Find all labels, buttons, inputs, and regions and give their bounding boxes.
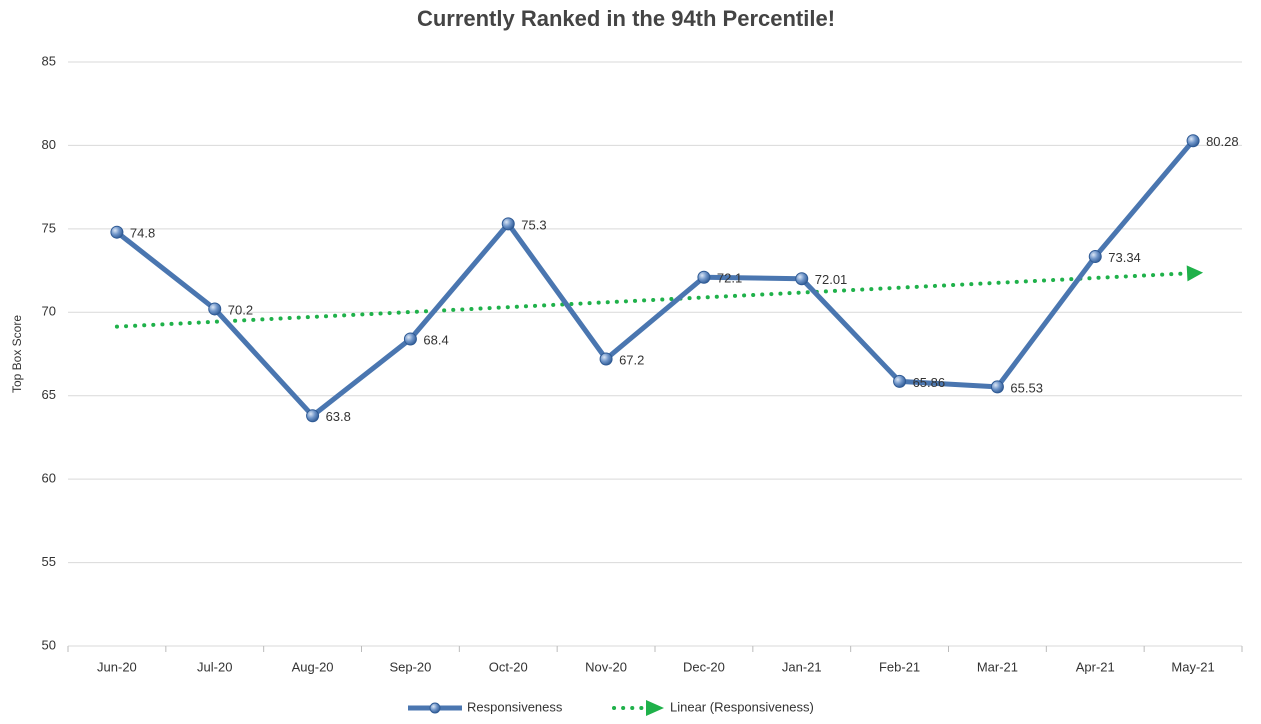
x-tick-label: Oct-20	[489, 659, 528, 674]
point	[893, 374, 907, 388]
y-tick-label: 70	[42, 304, 56, 319]
x-tick-label: Apr-21	[1076, 659, 1115, 674]
y-axis-label: Top Box Score	[10, 315, 24, 393]
point	[208, 302, 222, 316]
point	[1186, 134, 1200, 148]
point	[110, 225, 124, 239]
y-tick-label: 80	[42, 137, 56, 152]
x-tick-label: Mar-21	[977, 659, 1018, 674]
legend-label: Linear (Responsiveness)	[670, 699, 814, 714]
point	[306, 409, 320, 423]
point	[795, 272, 809, 286]
point	[501, 217, 515, 231]
point	[403, 332, 417, 346]
y-tick-label: 65	[42, 387, 56, 402]
data-label: 65.86	[913, 375, 946, 390]
data-label: 70.2	[228, 302, 253, 317]
point	[1088, 250, 1102, 264]
chart-title: Currently Ranked in the 94th Percentile!	[417, 6, 835, 31]
x-tick-label: Nov-20	[585, 659, 627, 674]
legend-marker	[429, 702, 441, 714]
data-label: 74.8	[130, 226, 155, 241]
point	[697, 270, 711, 284]
trend-arrow	[1186, 265, 1204, 282]
y-tick-label: 55	[42, 554, 56, 569]
y-tick-label: 60	[42, 471, 56, 486]
data-label: 65.53	[1010, 380, 1043, 395]
legend-label: Responsiveness	[467, 699, 563, 714]
x-tick-label: May-21	[1171, 659, 1214, 674]
x-tick-label: Feb-21	[879, 659, 920, 674]
x-tick-label: Jun-20	[97, 659, 137, 674]
x-tick-label: Sep-20	[389, 659, 431, 674]
series-line	[115, 139, 1195, 419]
data-label: 67.2	[619, 352, 644, 367]
data-label: 68.4	[423, 332, 448, 347]
data-label: 72.1	[717, 271, 742, 286]
x-tick-label: Dec-20	[683, 659, 725, 674]
point	[599, 352, 613, 366]
y-tick-label: 85	[42, 53, 56, 68]
data-label: 73.34	[1108, 250, 1141, 265]
data-label: 72.01	[815, 272, 848, 287]
x-tick-label: Jul-20	[197, 659, 232, 674]
data-label: 63.8	[326, 409, 351, 424]
legend-arrow	[646, 700, 664, 716]
trendline	[114, 271, 1190, 329]
y-tick-label: 50	[42, 637, 56, 652]
y-tick-label: 75	[42, 220, 56, 235]
point	[990, 380, 1004, 394]
data-label: 75.3	[521, 217, 546, 232]
x-tick-label: Aug-20	[292, 659, 334, 674]
x-tick-label: Jan-21	[782, 659, 822, 674]
data-label: 80.28	[1206, 134, 1239, 149]
